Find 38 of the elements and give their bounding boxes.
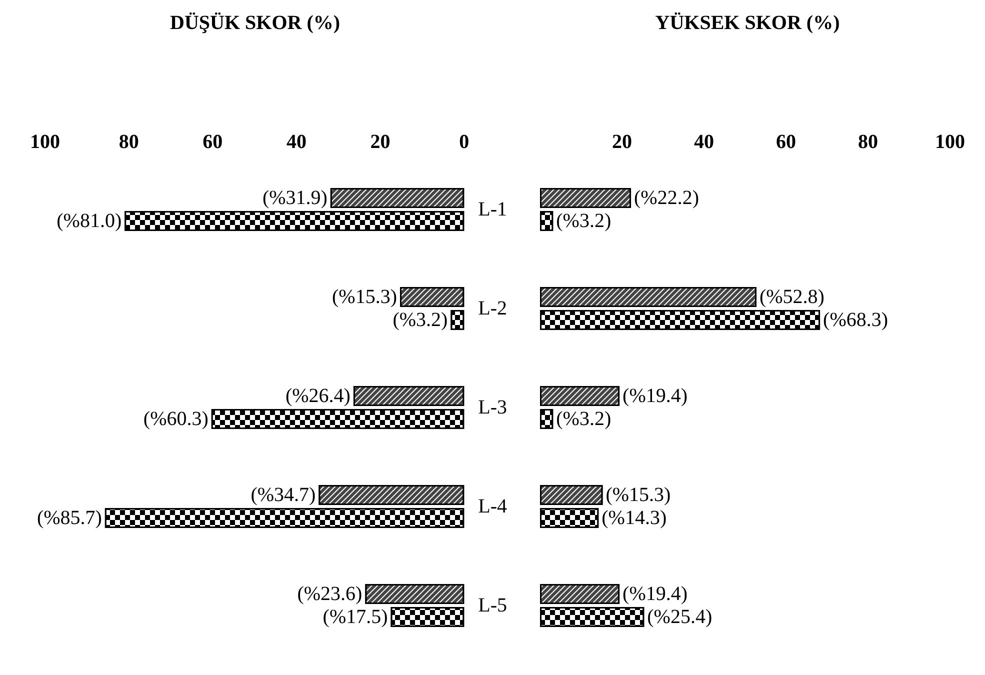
- data-label: (%3.2): [556, 408, 612, 430]
- x-tick-label: 100: [935, 131, 965, 153]
- data-label: (%85.7): [36, 507, 102, 529]
- data-label: (%3.2): [392, 309, 448, 331]
- x-tick-label: 80: [858, 131, 878, 153]
- x-tick-label: 80: [118, 131, 139, 153]
- x-tick-label: 100: [30, 131, 60, 153]
- data-label: (%3.2): [556, 210, 612, 232]
- y-tick-label: L-1: [478, 198, 508, 220]
- data-label: (%23.6): [297, 583, 362, 605]
- x-tick-label: 40: [694, 131, 714, 153]
- chart-title: YÜKSEK SKOR (%): [655, 12, 840, 34]
- data-label: (%26.4): [285, 385, 350, 407]
- x-tick-label: 0: [459, 131, 470, 153]
- y-tick-label: L-2: [478, 298, 508, 320]
- y-tick-label: L-5: [478, 594, 508, 616]
- data-label: (%34.7): [250, 484, 316, 506]
- data-label: (%52.8): [759, 286, 824, 308]
- data-label: (%15.3): [606, 484, 671, 506]
- x-tick-label: 60: [202, 131, 223, 153]
- x-tick-label: 40: [286, 131, 306, 153]
- data-label: (%68.3): [823, 309, 888, 331]
- data-label: (%19.4): [622, 583, 688, 605]
- data-label: (%81.0): [56, 210, 122, 232]
- y-tick-label: L-4: [478, 496, 508, 518]
- data-label: (%17.5): [322, 606, 388, 628]
- chart-title: DÜŞÜK SKOR (%): [170, 12, 340, 34]
- x-tick-label: 60: [776, 131, 796, 153]
- data-label: (%19.4): [622, 385, 688, 407]
- data-label: (%60.3): [143, 408, 208, 430]
- data-label: (%31.9): [262, 187, 328, 209]
- y-tick-label: L-3: [478, 396, 508, 418]
- x-tick-label: 20: [370, 131, 390, 153]
- data-label: (%25.4): [647, 606, 712, 628]
- data-label: (%22.2): [634, 187, 700, 209]
- data-label: (%14.3): [602, 507, 667, 529]
- data-label: (%15.3): [332, 286, 397, 308]
- x-tick-label: 20: [612, 131, 632, 153]
